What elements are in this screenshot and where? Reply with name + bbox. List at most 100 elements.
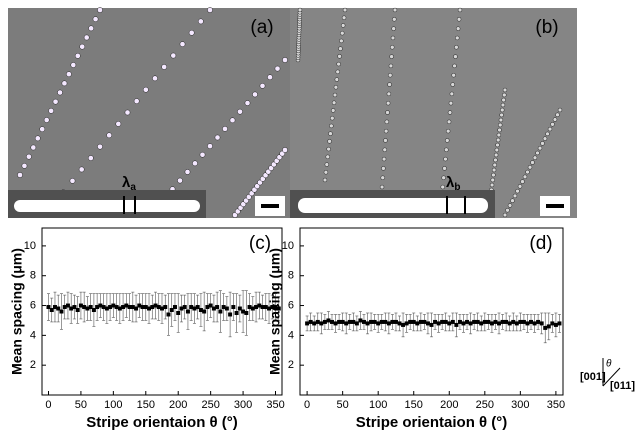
- x-tick-label: 50: [75, 399, 87, 411]
- droplet: [43, 117, 50, 123]
- droplet: [330, 108, 336, 113]
- lambda-label: λa: [122, 174, 136, 193]
- droplet: [537, 145, 543, 151]
- droplet: [21, 162, 28, 169]
- droplet: [457, 7, 463, 13]
- point: [150, 305, 155, 310]
- point: [447, 321, 452, 326]
- point: [308, 319, 313, 324]
- point: [500, 319, 505, 324]
- panel-label: (d): [529, 233, 552, 254]
- droplet: [491, 172, 496, 178]
- droplet: [48, 107, 54, 114]
- point: [546, 324, 551, 329]
- point: [114, 305, 119, 310]
- point: [415, 321, 420, 326]
- point: [401, 322, 406, 327]
- subscript: b: [454, 182, 460, 193]
- point: [305, 321, 310, 326]
- point: [267, 306, 272, 311]
- point: [75, 308, 80, 313]
- point: [550, 321, 555, 326]
- point: [379, 319, 384, 324]
- point: [344, 321, 349, 326]
- point: [518, 319, 523, 324]
- droplet: [192, 160, 198, 167]
- droplet: [179, 41, 186, 48]
- point: [59, 309, 64, 314]
- x-tick-label: 300: [511, 399, 529, 411]
- droplet: [207, 143, 213, 149]
- droplet: [383, 138, 388, 143]
- droplet: [527, 165, 533, 170]
- x-tick-label: 50: [337, 399, 349, 411]
- droplet: [498, 117, 504, 123]
- droplet: [383, 128, 389, 134]
- point: [250, 306, 255, 311]
- panel-label: (a): [250, 17, 273, 38]
- point: [425, 321, 430, 326]
- droplet: [61, 80, 68, 87]
- subscript: a: [130, 182, 136, 193]
- point: [337, 319, 342, 324]
- point: [228, 312, 233, 317]
- droplet: [274, 65, 281, 72]
- droplet: [297, 7, 303, 13]
- droplet: [456, 17, 462, 22]
- y-tick-label: 4: [30, 329, 36, 341]
- point: [237, 306, 242, 311]
- point: [468, 321, 473, 326]
- droplet: [389, 54, 394, 59]
- droplet: [282, 57, 288, 63]
- droplet: [522, 174, 528, 180]
- x-axis-label: Stripe orientaion θ (°): [86, 414, 238, 431]
- droplet: [197, 18, 204, 25]
- droplet: [252, 91, 258, 98]
- point: [276, 306, 281, 311]
- panel-label: (b): [535, 17, 558, 38]
- droplet: [495, 137, 501, 143]
- x-tick-label: 150: [405, 399, 423, 411]
- droplet: [340, 30, 345, 36]
- x-tick-label: 0: [45, 399, 51, 411]
- y-tick-label: 2: [288, 359, 294, 371]
- droplet: [170, 52, 177, 59]
- point: [224, 306, 229, 311]
- point: [46, 305, 51, 310]
- droplet: [507, 203, 513, 208]
- point: [127, 305, 132, 310]
- point: [553, 322, 558, 327]
- droplet: [70, 62, 77, 68]
- droplet: [78, 166, 85, 173]
- droplet: [282, 147, 288, 153]
- droplet: [87, 155, 94, 161]
- y-tick-label: 8: [288, 270, 294, 282]
- point: [450, 319, 455, 324]
- droplet: [491, 167, 497, 173]
- point: [497, 321, 502, 326]
- point: [104, 306, 109, 311]
- droplet: [494, 147, 500, 153]
- droplet: [152, 75, 158, 82]
- droplet: [79, 43, 86, 50]
- droplet: [500, 107, 505, 113]
- droplet: [492, 162, 498, 168]
- droplet: [380, 175, 385, 180]
- point: [244, 310, 249, 315]
- droplet: [500, 102, 506, 108]
- point: [72, 305, 77, 310]
- point: [62, 305, 67, 310]
- point: [433, 319, 438, 324]
- droplet: [542, 136, 548, 141]
- point: [529, 319, 534, 324]
- droplet: [17, 172, 23, 178]
- droplet: [382, 147, 388, 153]
- droplet: [52, 98, 59, 105]
- x-tick-label: 250: [201, 399, 219, 411]
- droplet: [442, 166, 447, 171]
- point: [56, 306, 61, 311]
- point: [211, 306, 216, 311]
- droplet: [381, 166, 386, 171]
- point: [78, 303, 83, 308]
